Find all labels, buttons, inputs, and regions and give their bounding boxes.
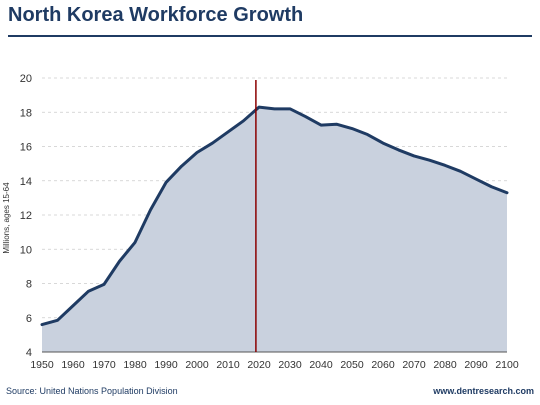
series-area xyxy=(42,107,507,352)
y-tick-label-20: 20 xyxy=(20,73,32,85)
x-tick-label-2060: 2060 xyxy=(371,359,395,371)
y-tick-label-4: 4 xyxy=(26,347,32,359)
title-underline xyxy=(8,35,532,37)
x-tick-label-2010: 2010 xyxy=(216,359,240,371)
x-tick-label-1970: 1970 xyxy=(92,359,116,371)
x-tick-label-1990: 1990 xyxy=(154,359,178,371)
chart-title: North Korea Workforce Growth xyxy=(8,4,304,26)
x-tick-label-2080: 2080 xyxy=(433,359,457,371)
y-axis-label: Millions, ages 15-64 xyxy=(2,182,11,254)
x-tick-label-2040: 2040 xyxy=(309,359,333,371)
y-tick-label-6: 6 xyxy=(26,313,32,325)
x-tick-label-2020: 2020 xyxy=(247,359,271,371)
y-tick-label-10: 10 xyxy=(20,244,32,256)
x-tick-label-2030: 2030 xyxy=(278,359,302,371)
series-line xyxy=(40,105,509,327)
y-tick-label-8: 8 xyxy=(26,279,32,291)
x-tick-label-1980: 1980 xyxy=(123,359,147,371)
y-tick-label-12: 12 xyxy=(20,210,32,222)
source-note: Source: United Nations Population Divisi… xyxy=(6,386,178,396)
x-tick-label-1960: 1960 xyxy=(61,359,85,371)
x-tick-label-1950: 1950 xyxy=(30,359,54,371)
website-link[interactable]: www.dentresearch.com xyxy=(433,386,534,396)
area-layer xyxy=(40,105,509,352)
x-tick-label-2050: 2050 xyxy=(340,359,364,371)
x-tick-label-2000: 2000 xyxy=(185,359,209,371)
y-tick-label-16: 16 xyxy=(20,142,32,154)
x-tick-label-2090: 2090 xyxy=(464,359,488,371)
y-tick-label-14: 14 xyxy=(20,176,32,188)
y-tick-label-18: 18 xyxy=(20,107,32,119)
x-tick-label-2100: 2100 xyxy=(495,359,519,371)
tick-labels: 4 6 8 10 12 14 16 18 20 1950 1960 1970 1980 1990 2000 2… xyxy=(20,73,519,371)
x-tick-label-2070: 2070 xyxy=(402,359,426,371)
